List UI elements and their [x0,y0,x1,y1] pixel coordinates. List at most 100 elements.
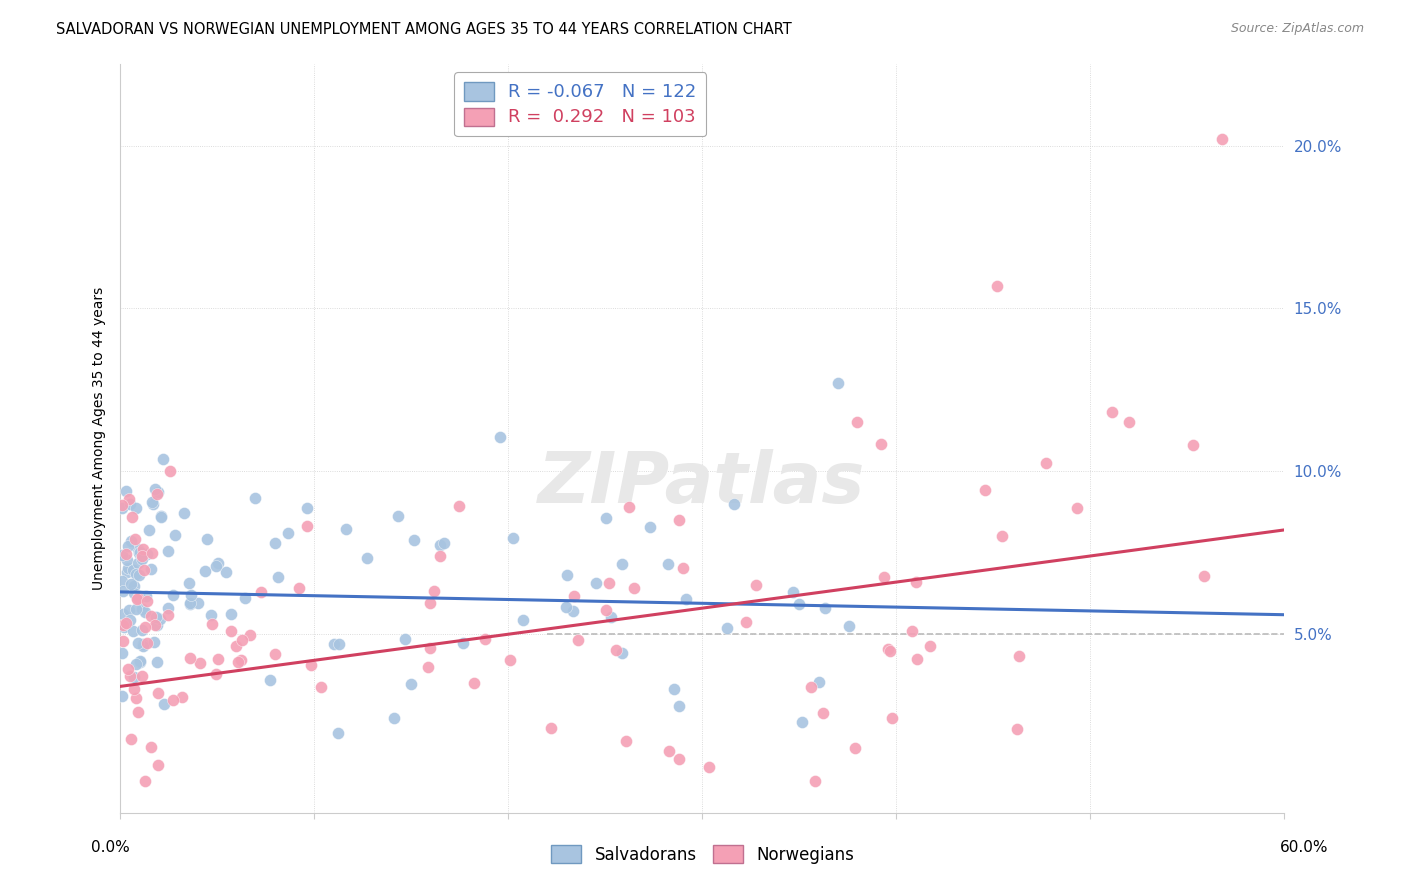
Point [125,602,148,616]
Point [156,601,179,615]
Point [814,601,837,615]
Point [295,500,318,515]
Point [127,635,149,649]
Point [132,637,155,651]
Point [1211,132,1233,146]
Point [1066,500,1088,515]
Point [418,659,440,673]
Point [259,673,281,688]
Point [879,643,901,657]
Point [451,636,474,650]
Point [115,566,138,580]
Point [540,721,562,735]
Point [118,491,141,506]
Point [131,623,153,637]
Point [813,706,835,720]
Point [111,607,134,621]
Point [118,613,141,627]
Point [231,653,253,667]
Point [402,533,425,547]
Point [697,760,720,774]
Point [141,495,163,509]
Point [117,539,139,553]
Point [170,690,193,704]
Point [668,699,690,714]
Point [138,523,160,537]
Point [132,639,155,653]
Point [142,497,165,511]
Text: ZIPatlas: ZIPatlas [538,450,866,518]
Point [146,618,169,632]
Point [1118,416,1140,430]
Point [131,549,153,563]
Point [125,591,148,605]
Point [502,531,524,545]
Point [141,609,163,624]
Point [128,545,150,559]
Point [488,430,510,444]
Point [326,725,349,739]
Point [200,607,222,622]
Point [135,636,157,650]
Point [153,697,176,711]
Point [610,557,633,571]
Point [447,499,470,513]
Point [125,501,148,516]
Y-axis label: Unemployment Among Ages 35 to 44 years: Unemployment Among Ages 35 to 44 years [93,287,107,591]
Point [146,487,169,501]
Point [131,669,153,683]
Point [124,533,146,547]
Point [617,500,640,515]
Point [194,564,217,578]
Point [179,598,201,612]
Point [335,522,357,536]
Point [474,632,496,646]
Point [873,570,896,584]
Point [250,585,273,599]
Point [595,511,617,525]
Point [127,557,149,571]
Point [800,680,823,694]
Point [562,589,585,603]
Point [356,550,378,565]
Point [150,510,173,524]
Point [134,620,156,634]
Point [152,452,174,467]
Point [657,557,679,571]
Point [162,588,184,602]
Point [141,546,163,560]
Point [111,548,134,562]
Point [846,416,869,430]
Point [146,758,169,772]
Point [419,596,441,610]
Point [120,731,142,746]
Point [122,585,145,599]
Point [295,519,318,533]
Point [219,607,242,622]
Legend: R = -0.067   N = 122, R =  0.292   N = 103: R = -0.067 N = 122, R = 0.292 N = 103 [454,72,706,136]
Point [205,558,228,573]
Point [399,676,422,690]
Point [264,648,287,662]
Point [668,512,690,526]
Point [201,617,224,632]
Point [239,628,262,642]
Point [1194,569,1216,583]
Point [135,590,157,604]
Point [267,570,290,584]
Point [143,617,166,632]
Point [120,533,142,548]
Point [882,711,904,725]
Point [157,544,180,558]
Point [675,592,697,607]
Point [243,491,266,505]
Point [598,576,620,591]
Point [139,739,162,754]
Point [869,437,891,451]
Point [135,547,157,561]
Point [623,582,645,596]
Point [127,541,149,556]
Point [904,574,927,589]
Point [1005,722,1028,736]
Point [658,743,681,757]
